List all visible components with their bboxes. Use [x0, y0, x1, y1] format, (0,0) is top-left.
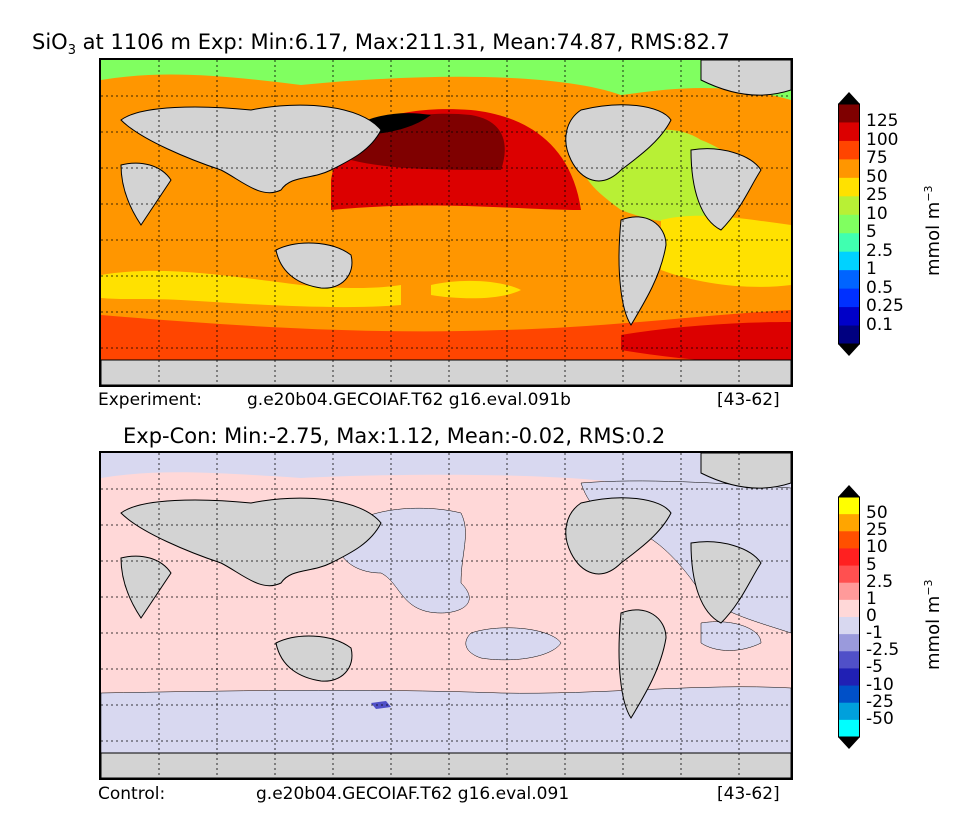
colorbar-segment [838, 548, 860, 567]
colorbar-tick-label: 5 [866, 222, 877, 243]
colorbar-segment [838, 325, 860, 345]
difference-colorbar-unit: mmol m−3 [922, 579, 944, 670]
south-indian-band [101, 270, 401, 308]
colorbar-segment [838, 668, 860, 687]
title-subscript: 3 [67, 43, 76, 59]
colorbar-segment [838, 233, 860, 253]
control-caption-right: [43-62] [717, 784, 780, 804]
colorbar-segment [838, 531, 860, 549]
colorbar-over-triangle [838, 485, 860, 497]
colorbar-segment [838, 140, 860, 160]
title-rest: at 1106 m Exp: Min:6.17, Max:211.31, Mea… [75, 30, 730, 54]
land-masses [101, 453, 791, 778]
colorbar-over-triangle [838, 92, 860, 104]
colorbar-segment [838, 104, 860, 123]
experiment-colorbar-unit: mmol m−3 [922, 185, 944, 276]
experiment-map [99, 58, 793, 387]
colorbar-tick-label: 5 [866, 554, 877, 575]
experiment-colorbar [838, 92, 860, 356]
colorbar-tick-label: 0 [866, 606, 877, 626]
colorbar-tick-label: 1 [866, 588, 877, 609]
southern-ocean-core [621, 322, 791, 362]
difference-map-svg [101, 453, 791, 778]
colorbar-segment [838, 307, 860, 327]
colorbar-tick-label: 10 [866, 203, 888, 224]
colorbar-segment [838, 177, 860, 197]
map-grid [101, 453, 791, 778]
colorbar-tick-label: 25 [866, 520, 888, 541]
colorbar-segment [838, 702, 860, 721]
unit-text: mmol m [923, 201, 944, 276]
colorbar-tick-label: 75 [866, 148, 888, 169]
colorbar-tick-label: -1 [866, 623, 883, 644]
colorbar-tick-label: 0.5 [866, 277, 894, 298]
colorbar-segment [838, 617, 860, 635]
map-grid [101, 60, 791, 385]
land-masses [101, 60, 791, 385]
panel2-title: Exp-Con: Min:-2.75, Max:1.12, Mean:-0.02… [123, 424, 666, 448]
colorbar-tick-label: 50 [866, 503, 888, 524]
colorbar-segment [838, 196, 860, 216]
colorbar-tick-label: 0.25 [866, 296, 904, 317]
colorbar-segment [838, 497, 860, 515]
colorbar-segment [838, 288, 860, 308]
colorbar-tick-label: -5 [866, 657, 883, 678]
colorbar-tick-label: 2.5 [866, 571, 894, 592]
control-caption-left: Control: [98, 784, 166, 804]
colorbar-segment [838, 270, 860, 290]
colorbar-svg [838, 92, 860, 356]
colorbar-svg [838, 485, 860, 749]
difference-map [99, 451, 793, 780]
arctic-region [101, 60, 791, 100]
colorbar-under-triangle [838, 344, 860, 356]
colorbar-segment [838, 159, 860, 179]
colorbar-tick-label: 10 [866, 537, 888, 558]
experiment-caption-right: [43-62] [717, 390, 780, 410]
colorbar-segment [838, 599, 860, 618]
colorbar-segment [838, 122, 860, 142]
colorbar-tick-label: 0.1 [866, 314, 894, 335]
colorbar-tick-label: 50 [866, 166, 888, 187]
colorbar-frame [838, 103, 860, 345]
colorbar-tick-label: -10 [866, 674, 894, 695]
experiment-caption-left: Experiment: [98, 390, 202, 410]
panel1-title: SiO3 at 1106 m Exp: Min:6.17, Max:211.31… [32, 30, 730, 58]
colorbar-segment [838, 514, 860, 532]
experiment-caption-middle: g.e20b04.GECOIAF.T62 g16.eval.091b [247, 390, 571, 410]
south-atlantic-negative [700, 621, 762, 651]
colorbar-tick-label: 100 [866, 129, 899, 150]
colorbar-tick-label: -50 [866, 708, 894, 729]
colorbar-segment [838, 582, 860, 601]
south-pacific-band [431, 280, 521, 299]
arctic-region [101, 453, 791, 493]
colorbar-frame [838, 496, 860, 738]
colorbar-segment [838, 685, 860, 704]
south-atlantic-region [661, 215, 791, 287]
south-pacific-negative [465, 627, 562, 661]
colorbar-segment [838, 651, 860, 669]
unit-text: mmol m [923, 595, 944, 670]
colorbar-tick-label: -25 [866, 691, 894, 712]
colorbar-tick-label: 2.5 [866, 240, 894, 261]
difference-colorbar [838, 485, 860, 749]
colorbar-tick-label: 25 [866, 185, 888, 206]
colorbar-tick-label: 125 [866, 111, 899, 132]
colorbar-tick-label: 1 [866, 259, 877, 280]
colorbar-segment [838, 719, 860, 738]
unit-exponent: −3 [922, 579, 935, 596]
title-variable: SiO [32, 30, 68, 54]
experiment-map-svg [101, 60, 791, 385]
colorbar-segment [838, 214, 860, 234]
colorbar-tick-label: -2.5 [866, 640, 900, 661]
colorbar-under-triangle [838, 737, 860, 749]
unit-exponent: −3 [922, 185, 935, 202]
colorbar-segment [838, 251, 860, 271]
colorbar-segment [838, 565, 860, 584]
colorbar-segment [838, 634, 860, 652]
control-caption-middle: g.e20b04.GECOIAF.T62 g16.eval.091 [256, 784, 570, 804]
